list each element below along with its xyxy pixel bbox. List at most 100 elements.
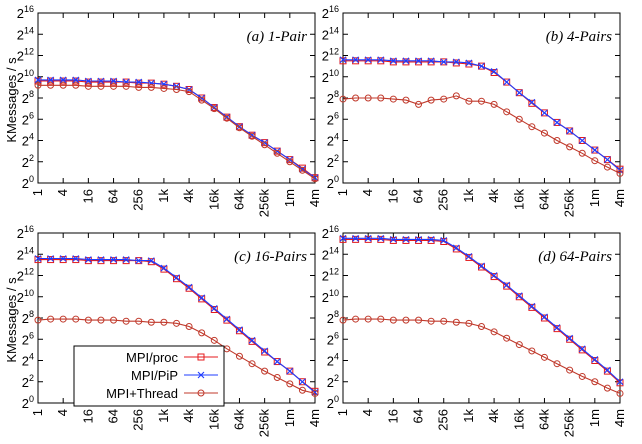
- data-point: [528, 303, 536, 311]
- data-point: [440, 238, 448, 245]
- data-point: [553, 325, 561, 333]
- data-point: [515, 293, 523, 301]
- data-point: [490, 68, 498, 75]
- data-point: [97, 78, 105, 86]
- data-point: [135, 317, 143, 325]
- data-point: [198, 294, 206, 302]
- data-point: [452, 318, 460, 326]
- data-point: [352, 94, 360, 102]
- y-tick-label: 26: [22, 330, 34, 347]
- data-point: [59, 77, 67, 85]
- data-point: [135, 79, 143, 87]
- y-tick-label: 214: [17, 245, 34, 262]
- data-point: [173, 274, 180, 282]
- data-point: [478, 62, 485, 70]
- x-tick-label: 1: [30, 189, 45, 196]
- data-point: [185, 283, 193, 291]
- legend: MPI/proc MPI/PiP MPI+Thread: [73, 345, 225, 407]
- data-point: [135, 78, 143, 86]
- data-point: [402, 316, 410, 324]
- data-point: [160, 265, 168, 273]
- data-point: [603, 384, 611, 392]
- data-point: [591, 146, 599, 154]
- data-point: [591, 157, 599, 165]
- data-point: [541, 109, 548, 117]
- data-point: [389, 316, 397, 324]
- data-point: [47, 315, 55, 323]
- y-tick-label: 210: [322, 68, 339, 85]
- data-point: [528, 98, 536, 106]
- x-tick-label: 4: [360, 409, 375, 416]
- y-tick-label: 210: [322, 288, 339, 305]
- data-point: [34, 77, 42, 85]
- data-point: [97, 316, 105, 324]
- y-tick-label: 216: [17, 224, 34, 241]
- data-point: [122, 82, 130, 90]
- data-point: [34, 256, 42, 264]
- series-line: [38, 84, 316, 180]
- data-point: [185, 86, 193, 93]
- x-tick-label: 4k: [486, 409, 501, 423]
- y-tick-label: 20: [22, 394, 34, 411]
- y-tick-label: 212: [17, 47, 34, 64]
- data-point: [490, 69, 498, 76]
- data-point: [122, 317, 130, 325]
- data-point: [440, 237, 448, 244]
- x-tick-label: 16k: [206, 189, 221, 210]
- data-point: [578, 372, 586, 380]
- y-tick-label: 216: [322, 224, 339, 241]
- data-point: [286, 380, 294, 388]
- data-point: [427, 236, 435, 244]
- data-point: [235, 352, 243, 360]
- data-point: [364, 315, 372, 323]
- data-point: [402, 96, 410, 104]
- data-point: [503, 78, 511, 86]
- data-point: [59, 81, 67, 89]
- series-mpi-pip: [339, 56, 624, 174]
- data-point: [540, 109, 548, 117]
- data-point: [364, 234, 372, 242]
- x-tick-label: 1k: [461, 189, 476, 203]
- data-point: [528, 302, 536, 310]
- data-point: [377, 235, 385, 243]
- panel-2: 20 22 24 26 28 210 212 214 216 1 4 16 64 256 1k 4k 16k 64…: [322, 4, 627, 217]
- series-line: [343, 60, 621, 170]
- data-point: [298, 386, 306, 394]
- data-point: [490, 273, 498, 281]
- data-point: [578, 345, 586, 353]
- data-point: [364, 235, 372, 243]
- y-tick-label: 22: [22, 373, 34, 390]
- data-point: [503, 281, 511, 289]
- data-point: [465, 97, 473, 105]
- data-point: [72, 315, 80, 323]
- data-point: [528, 347, 536, 355]
- series-mpi-proc: [339, 235, 624, 387]
- data-point: [465, 59, 473, 67]
- x-tick-label: 256k: [562, 409, 577, 438]
- x-tick-label: 16k: [206, 409, 221, 430]
- data-point: [160, 84, 168, 92]
- x-tick-label: 16: [385, 189, 400, 203]
- data-point: [47, 256, 55, 264]
- data-point: [440, 317, 448, 325]
- y-tick-label: 214: [322, 25, 339, 42]
- data-point: [311, 174, 319, 182]
- data-point: [389, 57, 397, 65]
- x-tick-label: 4m: [307, 189, 322, 207]
- data-point: [427, 317, 435, 325]
- data-point: [566, 143, 574, 151]
- data-point: [578, 149, 586, 157]
- data-point: [415, 236, 423, 244]
- data-point: [415, 235, 422, 243]
- data-point: [402, 236, 410, 244]
- y-tick-label: 22: [327, 373, 339, 390]
- series-line: [342, 95, 621, 174]
- data-point: [389, 58, 397, 66]
- data-point: [402, 58, 410, 66]
- data-point: [34, 255, 42, 262]
- legend-box: [73, 345, 225, 407]
- x-tick-label: 1m: [282, 189, 297, 207]
- y-tick-label: 24: [22, 352, 34, 369]
- data-point: [97, 77, 105, 85]
- y-tick-label: 216: [17, 4, 34, 21]
